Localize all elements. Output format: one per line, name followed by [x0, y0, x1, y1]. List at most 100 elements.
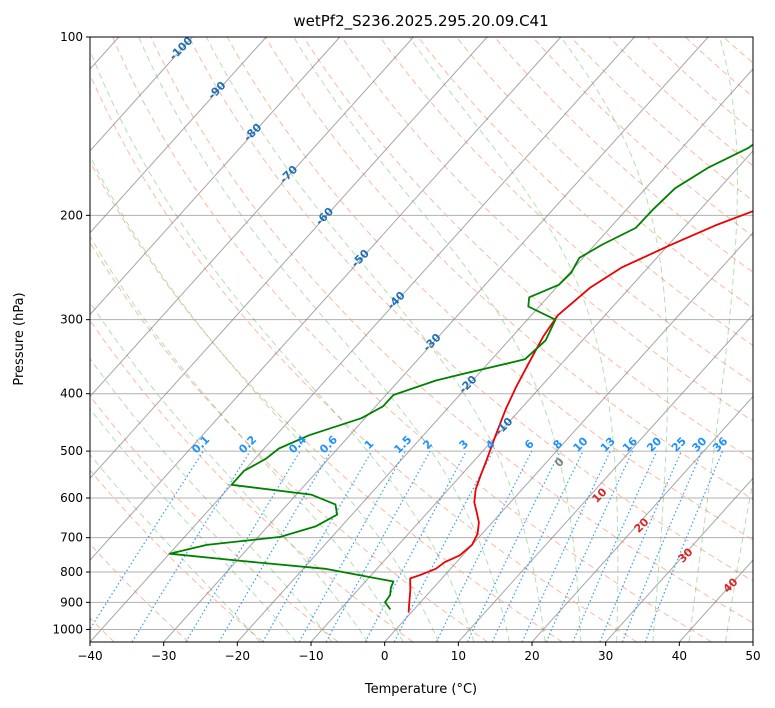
mixing-ratio-line: [644, 450, 724, 642]
dry-adiabat-line: [646, 37, 753, 132]
mixing-ratio-label: 13: [598, 435, 618, 455]
y-tick-label: 400: [60, 387, 83, 401]
plot-frame: [89, 36, 754, 643]
mixing-ratio-line: [435, 450, 533, 642]
dry-adiabat-line: [150, 37, 753, 624]
y-tick-label: 1000: [52, 622, 83, 636]
isotherm-line: [163, 37, 709, 642]
moist-adiabats: [90, 37, 753, 642]
moist-adiabat-line: [408, 37, 619, 642]
isotherm-line: [90, 37, 635, 642]
dry-adiabat-line: [341, 37, 753, 422]
moist-adiabat-line: [90, 235, 404, 642]
moist-adiabat-line: [90, 155, 439, 642]
moist-adiabat-line: [725, 478, 753, 642]
mixing-ratio-line: [364, 450, 467, 642]
mixing-ratio-line: [325, 450, 431, 642]
dry-adiabat-line: [455, 37, 753, 310]
y-tick-label: 900: [60, 595, 83, 609]
isotherm-line: [531, 395, 753, 642]
isotherms: [90, 37, 753, 642]
isotherm-line: [90, 37, 193, 152]
mixing-ratio-label: 2: [420, 437, 435, 452]
mixing-ratio-label: 6: [522, 437, 537, 452]
mixing-ratio-line: [298, 450, 406, 642]
x-tick-label: 30: [598, 649, 613, 663]
mixing-ratio-line: [131, 450, 251, 642]
mixing-ratio-line: [599, 450, 682, 642]
y-tick-label: 700: [60, 531, 83, 545]
mixing-ratio-lines: [90, 450, 724, 642]
isotherm-line: [90, 37, 267, 234]
y-tick-label: 300: [60, 313, 83, 327]
mixing-ratio-label: 8: [551, 437, 566, 452]
moist-adiabat-line: [560, 37, 669, 642]
dry-adiabat-line: [762, 37, 775, 642]
isotherm-line: [90, 37, 341, 316]
isotherm-line: [384, 231, 753, 642]
y-axis-ticks: 100 200 300 400 500 600 700 800 900 1000: [52, 30, 90, 636]
sounding-series: [168, 143, 753, 613]
mixing-ratio-label: 0.6: [317, 433, 340, 456]
x-axis-label: Temperature (°C): [364, 682, 477, 697]
x-axis-ticks: −40 −30 −20 −10 0 10 20 30 40 50: [77, 642, 761, 663]
mixing-ratio-label: 10: [571, 434, 591, 454]
dry-adiabat-line: [417, 37, 753, 347]
moist-adiabat-label: 30: [676, 545, 696, 565]
y-tick-label: 600: [60, 491, 83, 505]
mixing-ratio-line: [621, 450, 703, 642]
moist-adiabat-line: [90, 301, 369, 642]
isotherm-line: [90, 37, 488, 480]
pressure-grid: [90, 37, 753, 630]
chart-title: wetPf2_S236.2025.295.20.09.C41: [293, 12, 548, 31]
mixing-ratio-label: 3: [457, 437, 472, 452]
dry-adiabat-line: [90, 543, 190, 642]
moist-adiabat-label: 20: [632, 515, 652, 535]
isotherm-line: [605, 477, 753, 642]
mixing-ratio-label: 1.5: [391, 433, 414, 456]
dry-adiabat-line: [90, 319, 414, 642]
dry-adiabat-line: [90, 160, 563, 642]
mixing-ratio-line: [90, 450, 204, 631]
y-tick-label: 500: [60, 444, 83, 458]
x-tick-label: 10: [451, 649, 466, 663]
isotherm-line: [752, 641, 753, 642]
x-tick-label: 0: [381, 649, 389, 663]
mixing-ratio-label: 20: [644, 434, 664, 454]
dry-adiabat-line: [532, 37, 753, 237]
moist-adiabat-line: [90, 357, 333, 642]
moist-adiabat-line: [293, 37, 582, 642]
moist-adiabat-label: 0: [552, 455, 567, 470]
dry-adiabat-line: [90, 394, 339, 642]
mixing-ratio-line: [545, 450, 634, 642]
dry-adiabats: [90, 37, 775, 642]
x-tick-label: −10: [298, 649, 323, 663]
y-axis-label: Pressure (hPa): [12, 292, 27, 385]
y-tick-label: 800: [60, 565, 83, 579]
x-tick-label: 40: [672, 649, 687, 663]
x-tick-label: 50: [745, 649, 760, 663]
x-tick-label: −20: [225, 649, 250, 663]
y-tick-label: 100: [60, 30, 83, 44]
mixing-ratio-line: [491, 450, 584, 642]
dry-adiabat-line: [494, 37, 753, 273]
moist-adiabat-line: [205, 37, 546, 642]
mixing-ratio-line: [466, 450, 561, 642]
dry-adiabat-line: [90, 241, 488, 642]
moist-adiabat-line: [90, 49, 475, 642]
isotherm-line: [90, 37, 562, 561]
dry-adiabat-line: [90, 469, 264, 642]
x-tick-label: 20: [524, 649, 539, 663]
moist-adiabat-line: [688, 37, 738, 642]
isotherm-line: [310, 150, 753, 642]
x-tick-label: −40: [77, 649, 102, 663]
isotherm-line: [236, 68, 753, 642]
mixing-ratio-label: 1: [362, 437, 377, 452]
y-tick-label: 200: [60, 208, 83, 222]
moist-adiabat-line: [90, 453, 261, 642]
isotherm-line: [457, 313, 753, 642]
dewpoint-profile-line: [168, 143, 753, 610]
moist-adiabat-line: [138, 37, 510, 642]
mixing-ratio-line: [262, 450, 373, 642]
